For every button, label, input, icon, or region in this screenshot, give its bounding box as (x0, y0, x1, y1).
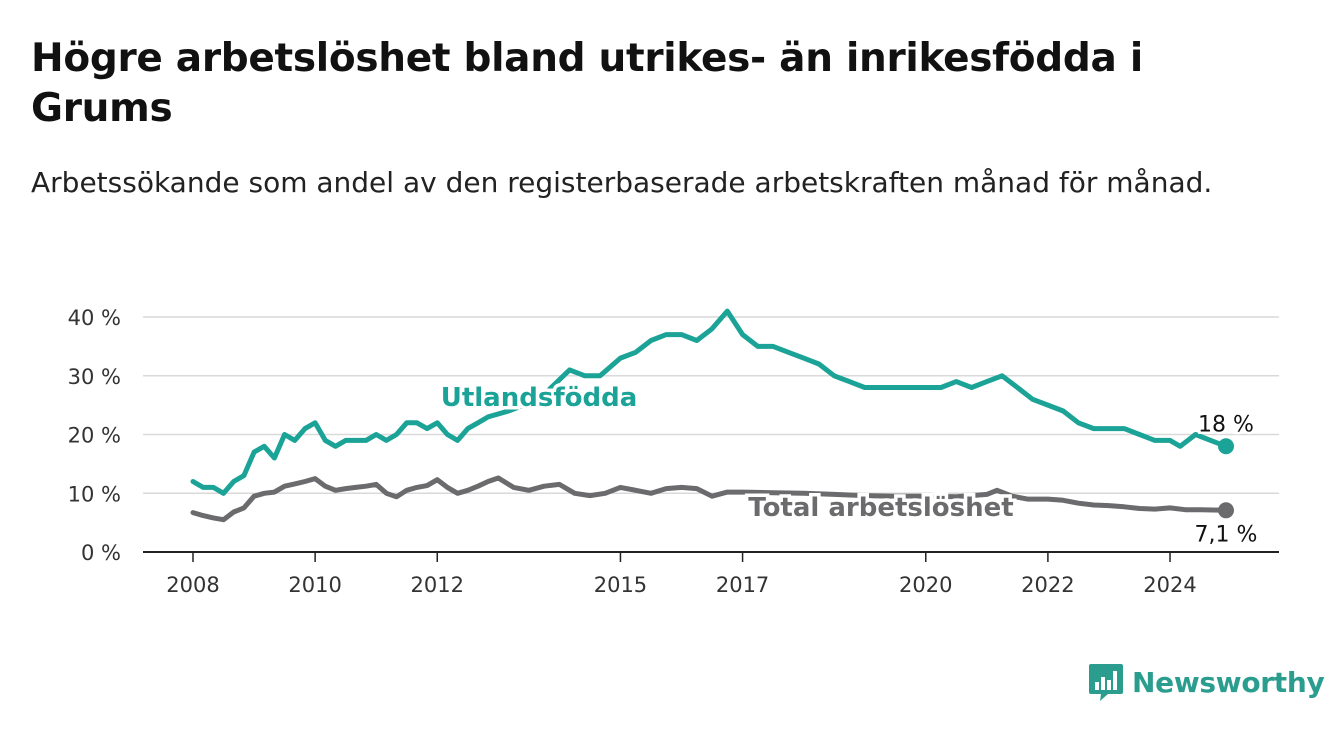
series-line-utlandsfodda (190, 308, 1229, 496)
x-tick-label: 2022 (1021, 573, 1074, 597)
end-label-total: 7,1 % (1195, 522, 1258, 547)
x-tick-label: 2024 (1143, 573, 1196, 597)
x-tick-label: 2012 (411, 573, 464, 597)
x-tick-label: 2017 (716, 573, 769, 597)
end-point-utlandsfodda (1218, 438, 1234, 455)
x-tick-label: 2020 (899, 573, 952, 597)
series-line-total (190, 475, 1229, 523)
page-subtitle: Arbetssökande som andel av den registerb… (31, 166, 1213, 199)
brand-logo: Newsworthy (1088, 660, 1325, 704)
x-tick-label: 2010 (288, 573, 341, 597)
y-tick-label: 0 % (81, 541, 121, 565)
page-title: Högre arbetslöshet bland utrikes- än inr… (31, 36, 1143, 131)
bar-chart-logo-icon (1089, 664, 1123, 701)
y-tick-label: 10 % (68, 482, 121, 506)
end-label-utlandsfodda: 18 % (1198, 412, 1254, 437)
brand-name: Newsworthy (1132, 665, 1325, 699)
series-label-total: Total arbetslöshet (748, 493, 1013, 523)
x-tick-label: 2015 (594, 573, 647, 597)
y-tick-label: 20 % (68, 424, 121, 448)
series-label-utlandsfodda: Utlandsfödda (441, 383, 638, 413)
end-point-total (1218, 502, 1234, 519)
y-tick-label: 40 % (68, 306, 121, 330)
y-tick-label: 30 % (68, 365, 121, 389)
x-tick-label: 2008 (166, 573, 219, 597)
